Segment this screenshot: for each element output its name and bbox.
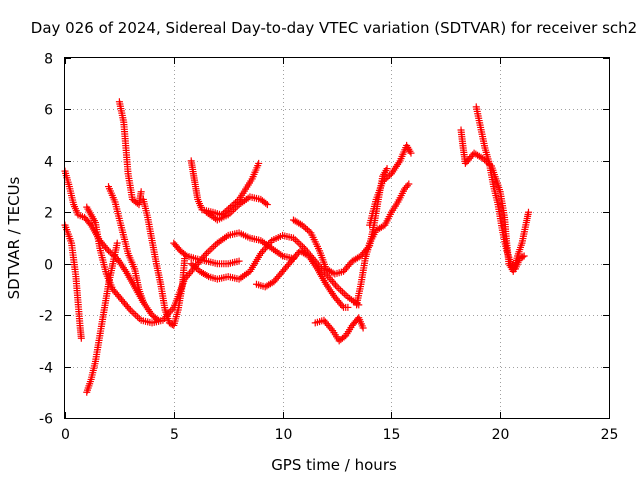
series-sat-q (457, 126, 532, 275)
data-point (263, 201, 271, 209)
data-point (235, 257, 243, 265)
series-sat-h (170, 239, 243, 268)
y-tick-label: 2 (44, 206, 53, 222)
y-tick-label: 8 (44, 52, 53, 68)
series-sat-r (472, 103, 528, 273)
data-point (132, 311, 140, 319)
series-sat-k (202, 193, 271, 224)
series-sat-i (187, 231, 363, 309)
data-point (139, 298, 147, 306)
data-point (524, 208, 532, 216)
data-point (128, 308, 136, 316)
data-point (519, 253, 527, 261)
series-sat-f (105, 183, 147, 306)
data-point (295, 239, 303, 247)
x-tick-label: 20 (492, 427, 510, 443)
plot-frame (64, 57, 610, 419)
data-point (77, 334, 85, 342)
x-tick-label: 15 (383, 427, 401, 443)
data-point (383, 165, 391, 173)
series-sat-l (252, 247, 352, 311)
data-point (181, 251, 189, 259)
y-tick-label: -2 (39, 309, 53, 325)
data-point (204, 248, 212, 256)
data-point (125, 304, 133, 312)
data-point (302, 224, 310, 232)
y-tick-label: -6 (39, 412, 53, 428)
y-tick-label: 4 (44, 155, 53, 171)
data-point (328, 277, 336, 285)
data-point (359, 324, 367, 332)
data-point (520, 252, 528, 260)
y-tick-label: 0 (44, 258, 53, 274)
series-sat-e (115, 98, 145, 209)
data-point (167, 307, 175, 315)
data-point (335, 285, 343, 293)
data-point (330, 279, 338, 287)
x-axis-label: GPS time / hours (271, 456, 397, 474)
series-sat-c (83, 239, 121, 396)
data-marks (61, 98, 532, 396)
chart-title: Day 026 of 2024, Sidereal Day-to-day VTE… (31, 19, 637, 37)
data-point (210, 243, 218, 251)
series-sat-o (353, 180, 413, 309)
data-point (340, 333, 348, 341)
x-tick-label: 25 (601, 427, 619, 443)
series-sat-m (289, 165, 391, 278)
data-point (262, 199, 270, 207)
series-sat-p (366, 141, 415, 229)
series-sat-n (311, 314, 367, 345)
x-tick-label: 5 (170, 427, 179, 443)
y-axis-label: SDTVAR / TECUs (5, 176, 23, 299)
data-point (187, 268, 195, 276)
data-point (403, 182, 411, 190)
tick-labels: 0 5 10 15 20 25 -6 -4 -2 0 2 4 6 8 (39, 52, 618, 444)
x-tick-label: 0 (61, 427, 70, 443)
data-point (340, 290, 348, 298)
data-point (303, 226, 311, 234)
data-point (134, 313, 142, 321)
axis-ticks (65, 58, 610, 419)
y-tick-label: -4 (39, 361, 53, 377)
data-point (208, 244, 216, 252)
data-point (255, 159, 263, 167)
data-point (407, 149, 415, 157)
data-point (130, 309, 138, 317)
y-tick-label: 6 (44, 103, 53, 119)
data-point (297, 241, 305, 249)
data-point (344, 303, 352, 311)
data-point (338, 302, 346, 310)
data-point (327, 325, 335, 333)
data-point (333, 283, 341, 291)
data-point (338, 288, 346, 296)
data-point (331, 281, 339, 289)
data-point (293, 237, 301, 245)
series-sat-g (139, 195, 189, 329)
data-point (113, 239, 121, 247)
series-sat-b (61, 221, 85, 342)
data-point (185, 270, 193, 278)
data-point (206, 246, 214, 254)
series-sat-j (187, 157, 263, 219)
grid-lines (65, 58, 609, 418)
data-point (405, 180, 413, 188)
data-point (137, 188, 145, 196)
x-tick-label: 10 (275, 427, 293, 443)
data-point (103, 245, 111, 253)
data-point (202, 249, 210, 257)
data-point (337, 286, 345, 294)
